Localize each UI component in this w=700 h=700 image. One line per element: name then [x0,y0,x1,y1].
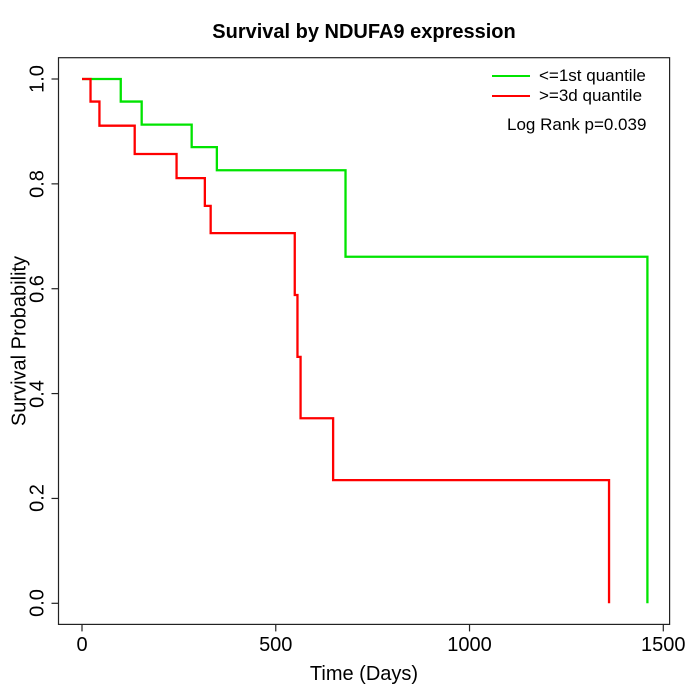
x-tick-label: 0 [76,634,88,656]
plot-box [57,57,671,626]
x-tick-label: 1000 [447,634,492,656]
km-curve-green [82,77,649,604]
log-rank-annotation: Log Rank p=0.039 [507,115,647,134]
legend-label-first-quantile: <=1st quantile [539,66,646,85]
km-curve-red [82,77,611,604]
y-tick-label: 0.6 [26,274,49,303]
legend-label-third-quantile: >=3d quantile [539,86,643,105]
legend: <=1st quantile >=3d quantile Log Rank p=… [492,66,646,135]
y-tick-label: 1.0 [26,65,49,93]
y-tick-label: 0.4 [26,379,49,408]
legend-item-third-quantile: >=3d quantile [492,86,646,106]
legend-line-red [492,94,530,98]
x-tick-label: 500 [259,634,293,656]
x-tick-label: 1500 [641,634,686,656]
legend-item-first-quantile: <=1st quantile [492,66,646,86]
y-tick-label: 0.2 [26,484,49,513]
chart-title: Survival by NDUFA9 expression [212,21,516,43]
legend-line-green [492,74,530,78]
x-axis-label: Time (Days) [309,663,419,685]
y-tick-label: 0.0 [26,589,49,618]
y-tick-label: 0.8 [26,169,49,198]
